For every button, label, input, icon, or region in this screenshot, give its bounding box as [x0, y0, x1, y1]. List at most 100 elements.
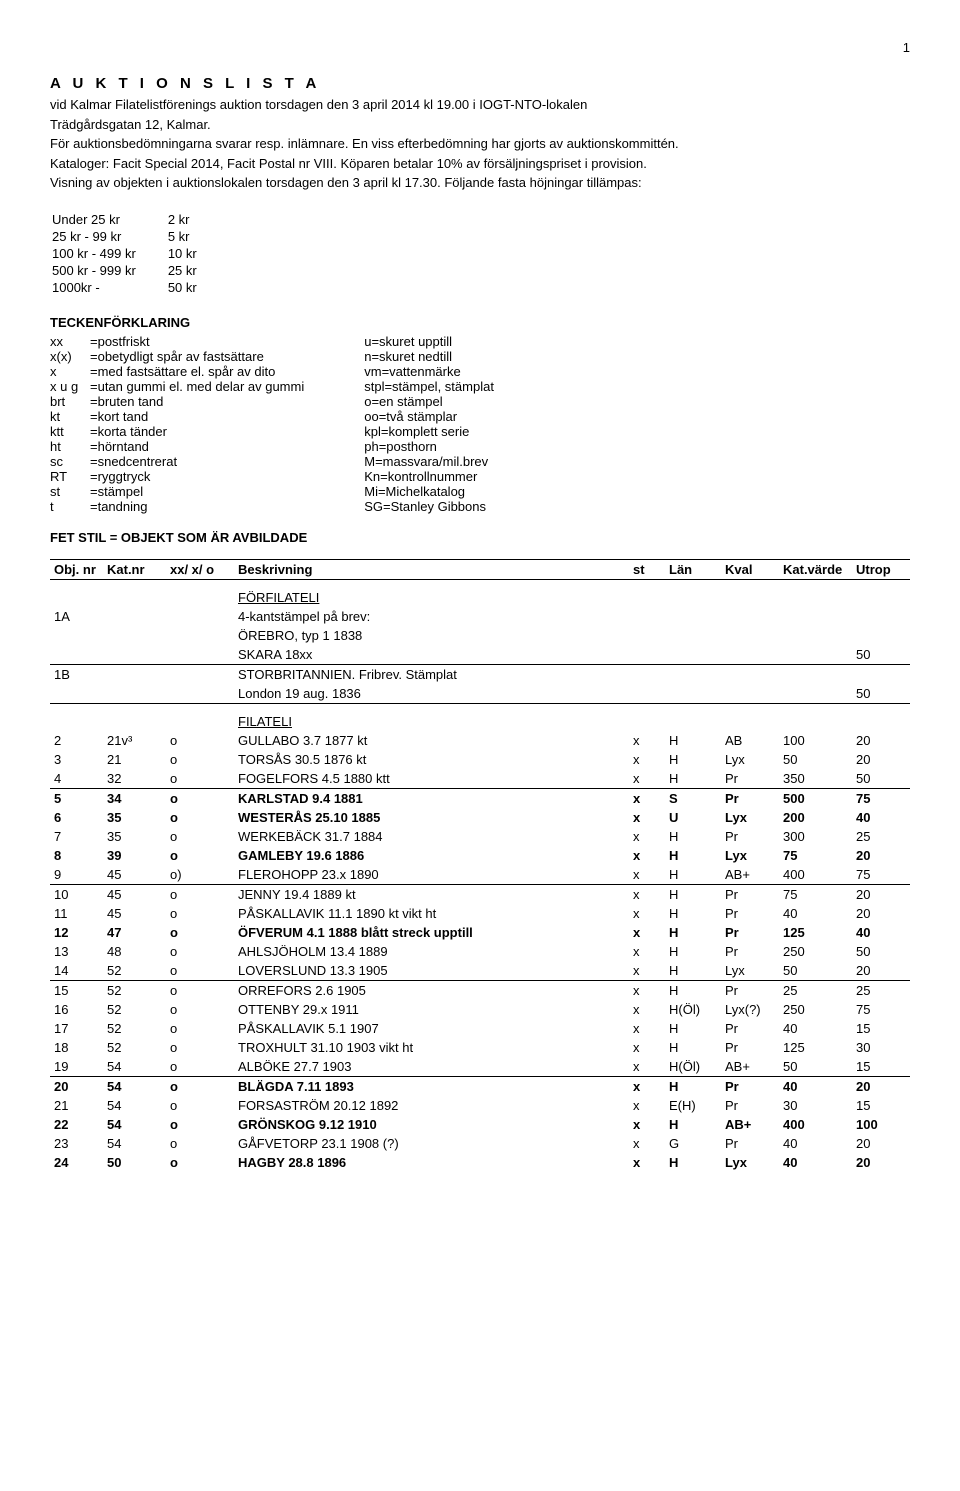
- cell-utrop: 40: [852, 808, 910, 827]
- cell-obj: 19: [50, 1057, 103, 1077]
- cell-utrop: 75: [852, 1000, 910, 1019]
- incr-range: 500 kr - 999 kr: [52, 263, 166, 278]
- cell-st: x: [629, 1134, 665, 1153]
- cell-utrop: 75: [852, 865, 910, 885]
- table-row: 1B STORBRITANNIEN. Fribrev. Stämplat: [50, 664, 910, 684]
- cell-lan: H: [665, 884, 721, 904]
- section-heading: FÖRFILATELI: [238, 590, 319, 605]
- cell-desc: GULLABO 3.7 1877 kt: [234, 731, 629, 750]
- cell-st: x: [629, 961, 665, 981]
- th-kval: Kval: [721, 559, 779, 579]
- page-title: A U K T I O N S L I S T A: [50, 75, 910, 92]
- cell-st: x: [629, 1019, 665, 1038]
- tecken-title: TECKENFÖRKLARING: [50, 315, 910, 330]
- th-st: st: [629, 559, 665, 579]
- cell-lan: H: [665, 1019, 721, 1038]
- cell-st: x: [629, 750, 665, 769]
- table-row: 1452oLOVERSLUND 13.3 1905xHLyx5020: [50, 961, 910, 981]
- cell-lan: H: [665, 1153, 721, 1172]
- cell-desc: 4-kantstämpel på brev:: [234, 607, 629, 626]
- cell-obj: 2: [50, 731, 103, 750]
- cell-katv: 400: [779, 1115, 852, 1134]
- cell-kat: 54: [103, 1076, 166, 1096]
- table-header-row: Obj. nr Kat.nr xx/ x/ o Beskrivning st L…: [50, 559, 910, 579]
- cell-desc: KARLSTAD 9.4 1881: [234, 788, 629, 808]
- legend-block: xx=postfrisktx(x)=obetydligt spår av fas…: [50, 334, 910, 514]
- cell-utrop: 15: [852, 1057, 910, 1077]
- cell-katv: 125: [779, 1038, 852, 1057]
- legend-row: RT=ryggtryck: [50, 469, 304, 484]
- legend-row: x(x)=obetydligt spår av fastsättare: [50, 349, 304, 364]
- legend-row: t=tandning: [50, 499, 304, 514]
- table-row: ÖREBRO, typ 1 1838: [50, 626, 910, 645]
- intro-line: Trädgårdsgatan 12, Kalmar.: [50, 116, 910, 134]
- table-row: 1045oJENNY 19.4 1889 ktxHPr7520: [50, 884, 910, 904]
- cell-desc: JENNY 19.4 1889 kt: [234, 884, 629, 904]
- legend-row: u=skuret upptill: [364, 334, 494, 349]
- cell-utrop: 20: [852, 1076, 910, 1096]
- cell-kval: Lyx: [721, 750, 779, 769]
- cell-desc: WESTERÅS 25.10 1885: [234, 808, 629, 827]
- cell-katv: 125: [779, 923, 852, 942]
- cell-kat: 54: [103, 1134, 166, 1153]
- cell-obj: 7: [50, 827, 103, 846]
- cell-utrop: 20: [852, 750, 910, 769]
- incr-range: 100 kr - 499 kr: [52, 246, 166, 261]
- cell-desc: ÖFVERUM 4.1 1888 blått streck upptill: [234, 923, 629, 942]
- cell-lan: H: [665, 923, 721, 942]
- table-row: 2354oGÅFVETORP 23.1 1908 (?)xGPr4020: [50, 1134, 910, 1153]
- cell-kval: Pr: [721, 1076, 779, 1096]
- cell-kat: 45: [103, 865, 166, 885]
- table-row: 321oTORSÅS 30.5 1876 ktxHLyx5020: [50, 750, 910, 769]
- cell-xxo: o: [166, 1096, 234, 1115]
- cell-katv: 300: [779, 827, 852, 846]
- cell-katv: 50: [779, 1057, 852, 1077]
- cell-st: x: [629, 731, 665, 750]
- cell-lan: H(Öl): [665, 1057, 721, 1077]
- cell-st: x: [629, 769, 665, 789]
- legend-row: ktt=korta tänder: [50, 424, 304, 439]
- cell-desc: ORREFORS 2.6 1905: [234, 980, 629, 1000]
- table-row: 945o)FLEROHOPP 23.x 1890xHAB+40075: [50, 865, 910, 885]
- cell-kat: 21: [103, 750, 166, 769]
- legend-key: x(x): [50, 349, 90, 364]
- cell-katv: 50: [779, 750, 852, 769]
- cell-kval: Lyx: [721, 1153, 779, 1172]
- cell-kat: 52: [103, 1038, 166, 1057]
- legend-row: n=skuret nedtill: [364, 349, 494, 364]
- cell-utrop: 20: [852, 904, 910, 923]
- lots-table: Obj. nr Kat.nr xx/ x/ o Beskrivning st L…: [50, 559, 910, 1172]
- cell-utrop: 15: [852, 1096, 910, 1115]
- table-row: London 19 aug. 1836 50: [50, 684, 910, 704]
- cell-desc: GÅFVETORP 23.1 1908 (?): [234, 1134, 629, 1153]
- legend-key: xx: [50, 334, 90, 349]
- cell-obj: 1A: [50, 607, 103, 626]
- cell-utrop: 100: [852, 1115, 910, 1134]
- cell-lan: U: [665, 808, 721, 827]
- cell-kat: 47: [103, 923, 166, 942]
- cell-katv: 40: [779, 1153, 852, 1172]
- cell-st: x: [629, 980, 665, 1000]
- legend-key: brt: [50, 394, 90, 409]
- section-heading: FILATELI: [238, 714, 292, 729]
- legend-row: ht=hörntand: [50, 439, 304, 454]
- cell-obj: 17: [50, 1019, 103, 1038]
- legend-row: M=massvara/mil.brev: [364, 454, 494, 469]
- legend-row: x=med fastsättare el. spår av dito: [50, 364, 304, 379]
- incr-range: 25 kr - 99 kr: [52, 229, 166, 244]
- cell-xxo: o: [166, 808, 234, 827]
- cell-katv: 350: [779, 769, 852, 789]
- cell-kat: 54: [103, 1096, 166, 1115]
- legend-key: t: [50, 499, 90, 514]
- table-row: 1A 4-kantstämpel på brev:: [50, 607, 910, 626]
- cell-kval: Lyx: [721, 808, 779, 827]
- legend-val: =bruten tand: [90, 394, 163, 409]
- legend-val: =utan gummi el. med delar av gummi: [90, 379, 304, 394]
- cell-desc: ALBÖKE 27.7 1903: [234, 1057, 629, 1077]
- cell-obj: 12: [50, 923, 103, 942]
- cell-st: x: [629, 884, 665, 904]
- intro-line: vid Kalmar Filatelistförenings auktion t…: [50, 96, 910, 114]
- cell-obj: 14: [50, 961, 103, 981]
- cell-kval: Lyx(?): [721, 1000, 779, 1019]
- legend-key: kt: [50, 409, 90, 424]
